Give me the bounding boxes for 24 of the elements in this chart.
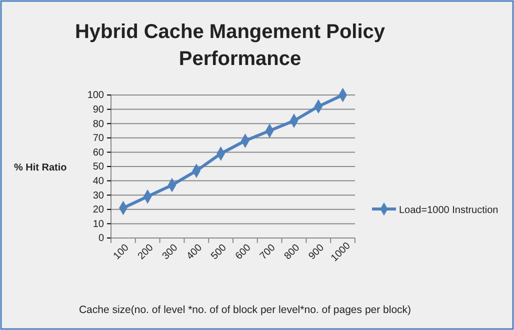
y-tick-label: 40 (92, 176, 104, 187)
x-axis-title: Cache size(no. of level *no. of of block per level*no. of pages per block) (78, 304, 412, 316)
x-tick-label: 700 (258, 242, 278, 262)
x-tick-label: 100 (112, 242, 132, 262)
x-tick-label: 200 (136, 242, 156, 262)
y-tick-label: 80 (92, 118, 104, 130)
y-tick-label: 60 (92, 147, 104, 158)
y-tick-label: 100 (87, 90, 104, 102)
y-tick-label: 70 (92, 133, 104, 144)
x-tick-label: 800 (282, 242, 302, 262)
x-tick-label: 900 (306, 242, 327, 262)
y-tick-label: 10 (92, 218, 104, 230)
legend-label: Load=1000 Instruction (399, 205, 498, 216)
y-tick-label: 50 (92, 162, 104, 173)
y-tick-label: 0 (98, 233, 104, 244)
y-tick-label: 20 (92, 204, 104, 216)
x-tick-label: 600 (234, 242, 254, 262)
x-tick-label: 300 (160, 242, 180, 262)
chart-title: Hybrid Cache Mangement Policy Performance (74, 21, 386, 70)
y-tick-label: 30 (92, 190, 104, 202)
y-axis-title: % Hit Ratio (14, 162, 67, 174)
x-tick-label: 400 (184, 242, 205, 262)
x-tick-label: 500 (209, 242, 230, 262)
y-tick-label: 90 (92, 104, 104, 116)
